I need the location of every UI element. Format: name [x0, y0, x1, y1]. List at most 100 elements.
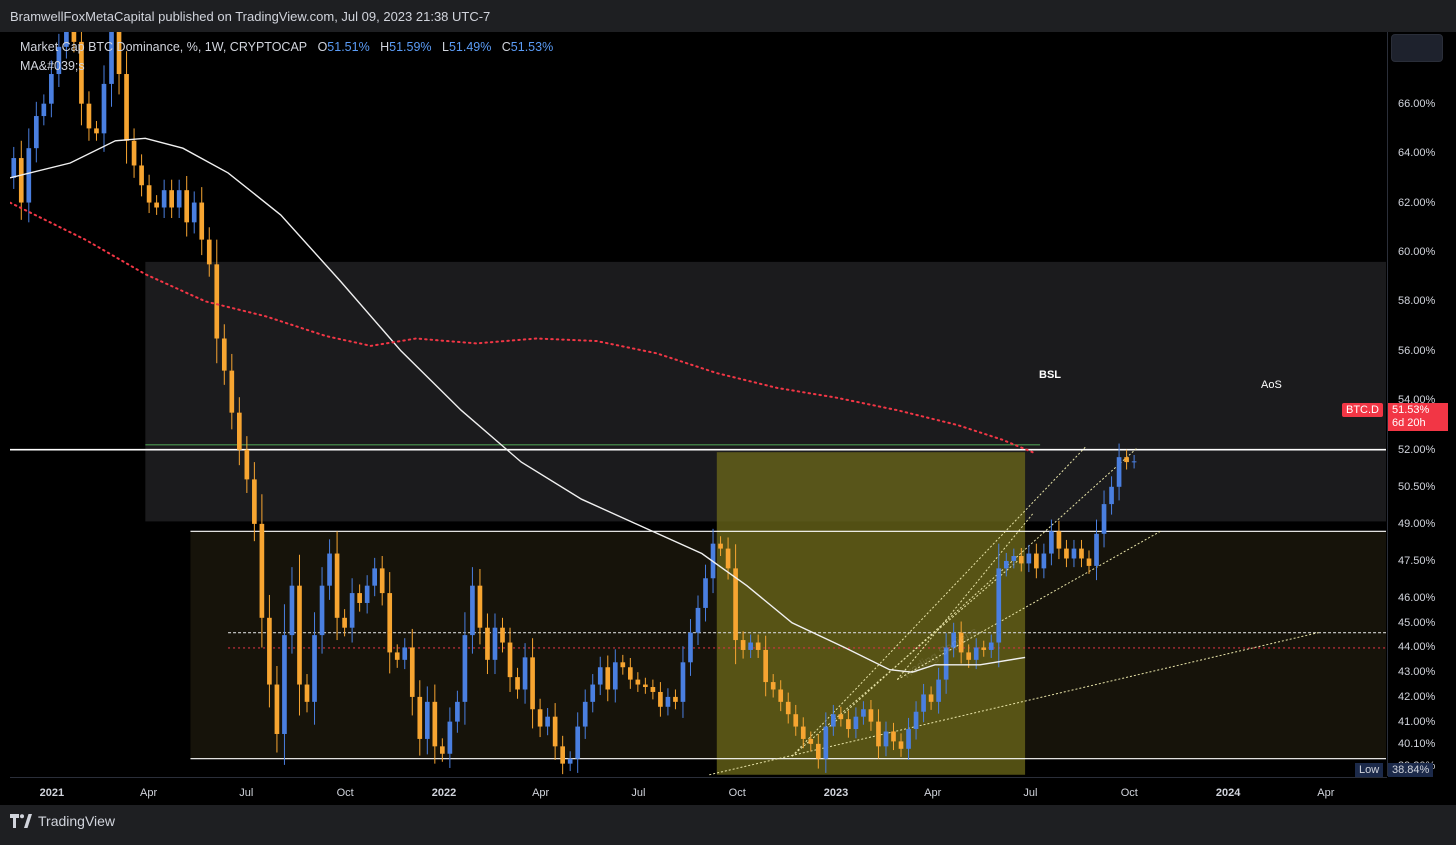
indicator-legend[interactable]: MA&#039;s: [20, 59, 85, 73]
candle-body: [620, 662, 626, 668]
last-price-value: 51.53%: [1392, 404, 1430, 416]
candle-body: [500, 627, 505, 643]
price-tick-label: 45.00%: [1398, 616, 1436, 629]
candle-body: [537, 709, 543, 727]
candle-body: [477, 585, 483, 628]
candle-body: [267, 617, 272, 685]
axis-settings-box[interactable]: [1391, 34, 1443, 62]
candle-body: [372, 568, 378, 586]
candle-body: [846, 719, 851, 730]
chart-area[interactable]: Trading Sapiens: [10, 32, 1386, 776]
candle-body: [1018, 556, 1024, 564]
candle-body: [973, 647, 979, 660]
candle-body: [349, 593, 355, 628]
low-label: L: [441, 40, 449, 54]
price-tick-label: 56.00%: [1398, 344, 1436, 357]
candle-body: [778, 689, 784, 702]
candle-body: [695, 607, 701, 633]
candle-body: [304, 684, 310, 702]
candle-body: [116, 32, 122, 75]
candle-body: [680, 662, 686, 702]
last-price-tag: 51.53% 6d 20h: [1388, 403, 1448, 431]
candle-body: [522, 657, 528, 690]
candle-body: [755, 642, 761, 650]
candle-body: [913, 711, 919, 730]
published-info: BramwellFoxMetaCapital published on Trad…: [10, 9, 491, 24]
candle-body: [206, 239, 212, 265]
price-tick-label: 43.00%: [1398, 666, 1436, 679]
symbol-title: Market Cap BTC Dominance, %, 1W, CRYPTOC…: [20, 40, 308, 54]
time-tick-label: 2024: [1215, 787, 1241, 799]
candle-body: [808, 738, 814, 744]
price-tick-label: 41.00%: [1398, 715, 1436, 728]
candle-body: [831, 714, 836, 727]
candle-body: [470, 585, 475, 636]
candle-body: [883, 731, 889, 747]
open-label: O: [317, 40, 328, 54]
candle-body: [424, 701, 430, 739]
candle-body: [1079, 548, 1084, 559]
price-tick-label: 60.00%: [1398, 245, 1436, 258]
time-tick-label: Oct: [1120, 787, 1138, 799]
candle-body: [1116, 457, 1122, 487]
candle-body: [1003, 560, 1009, 569]
candle-body: [1056, 531, 1062, 549]
candle-body: [966, 652, 972, 660]
candle-body: [289, 585, 295, 636]
candle-body: [650, 687, 656, 692]
tradingview-logo[interactable]: TradingView: [10, 813, 115, 829]
candle-body: [49, 74, 54, 104]
candle-body: [635, 679, 641, 685]
price-tick-label: 52.00%: [1398, 443, 1436, 456]
candle-body: [921, 694, 926, 712]
candle-body: [169, 190, 174, 208]
candle-body: [627, 667, 633, 680]
price-tick-label: 50.50%: [1398, 480, 1436, 493]
candle-body: [763, 649, 769, 683]
candle-body: [79, 41, 84, 104]
candle-body: [643, 684, 648, 688]
candle-body: [567, 758, 573, 764]
candle-body: [409, 647, 415, 697]
candle-body: [109, 32, 114, 84]
candle-body: [214, 264, 220, 339]
time-tick-label: Jul: [1023, 787, 1038, 799]
candle-body: [492, 627, 498, 660]
candle-body: [1064, 548, 1069, 559]
time-tick-label: 2022: [431, 787, 457, 799]
candle-body: [1109, 486, 1114, 505]
time-axis[interactable]: 2021 Apr Jul Oct 2022 Apr Jul Oct 2023 Apr Jul Oct 2…: [10, 777, 1387, 806]
chart-canvas[interactable]: Trading Sapiens: [10, 32, 1386, 776]
fan-line: [829, 446, 1139, 727]
candle-body: [575, 726, 581, 759]
candle-body: [665, 696, 671, 707]
time-tick-label: Jul: [239, 787, 254, 799]
candle-body: [1131, 461, 1137, 463]
bsl-label: BSL: [1039, 369, 1061, 381]
candle-body: [545, 716, 550, 727]
time-tick-label: Apr: [532, 787, 550, 799]
candle-body: [432, 701, 438, 747]
candle-body: [748, 642, 753, 650]
candle-body: [64, 32, 69, 47]
candle-body: [176, 190, 182, 208]
candle-body: [357, 593, 362, 603]
high-value: 51.59%: [389, 40, 432, 54]
candle-body: [507, 642, 513, 678]
candle-body: [612, 662, 618, 690]
fan-line: [791, 560, 1018, 757]
candle-body: [161, 190, 167, 208]
time-tick-label: Apr: [924, 787, 942, 799]
candle-body: [673, 696, 678, 702]
candle-body: [131, 140, 137, 166]
ma-white-line: [10, 137, 1026, 673]
candle-body: [823, 726, 829, 759]
candle-body: [1049, 531, 1054, 554]
candle-body: [447, 721, 453, 754]
candle-body: [1041, 553, 1047, 569]
high-label: H: [380, 40, 390, 54]
candle-body: [274, 684, 280, 734]
candle-body: [1094, 533, 1099, 566]
symbol-price-tag: BTC.D: [1342, 403, 1383, 417]
candle-body: [861, 709, 866, 717]
